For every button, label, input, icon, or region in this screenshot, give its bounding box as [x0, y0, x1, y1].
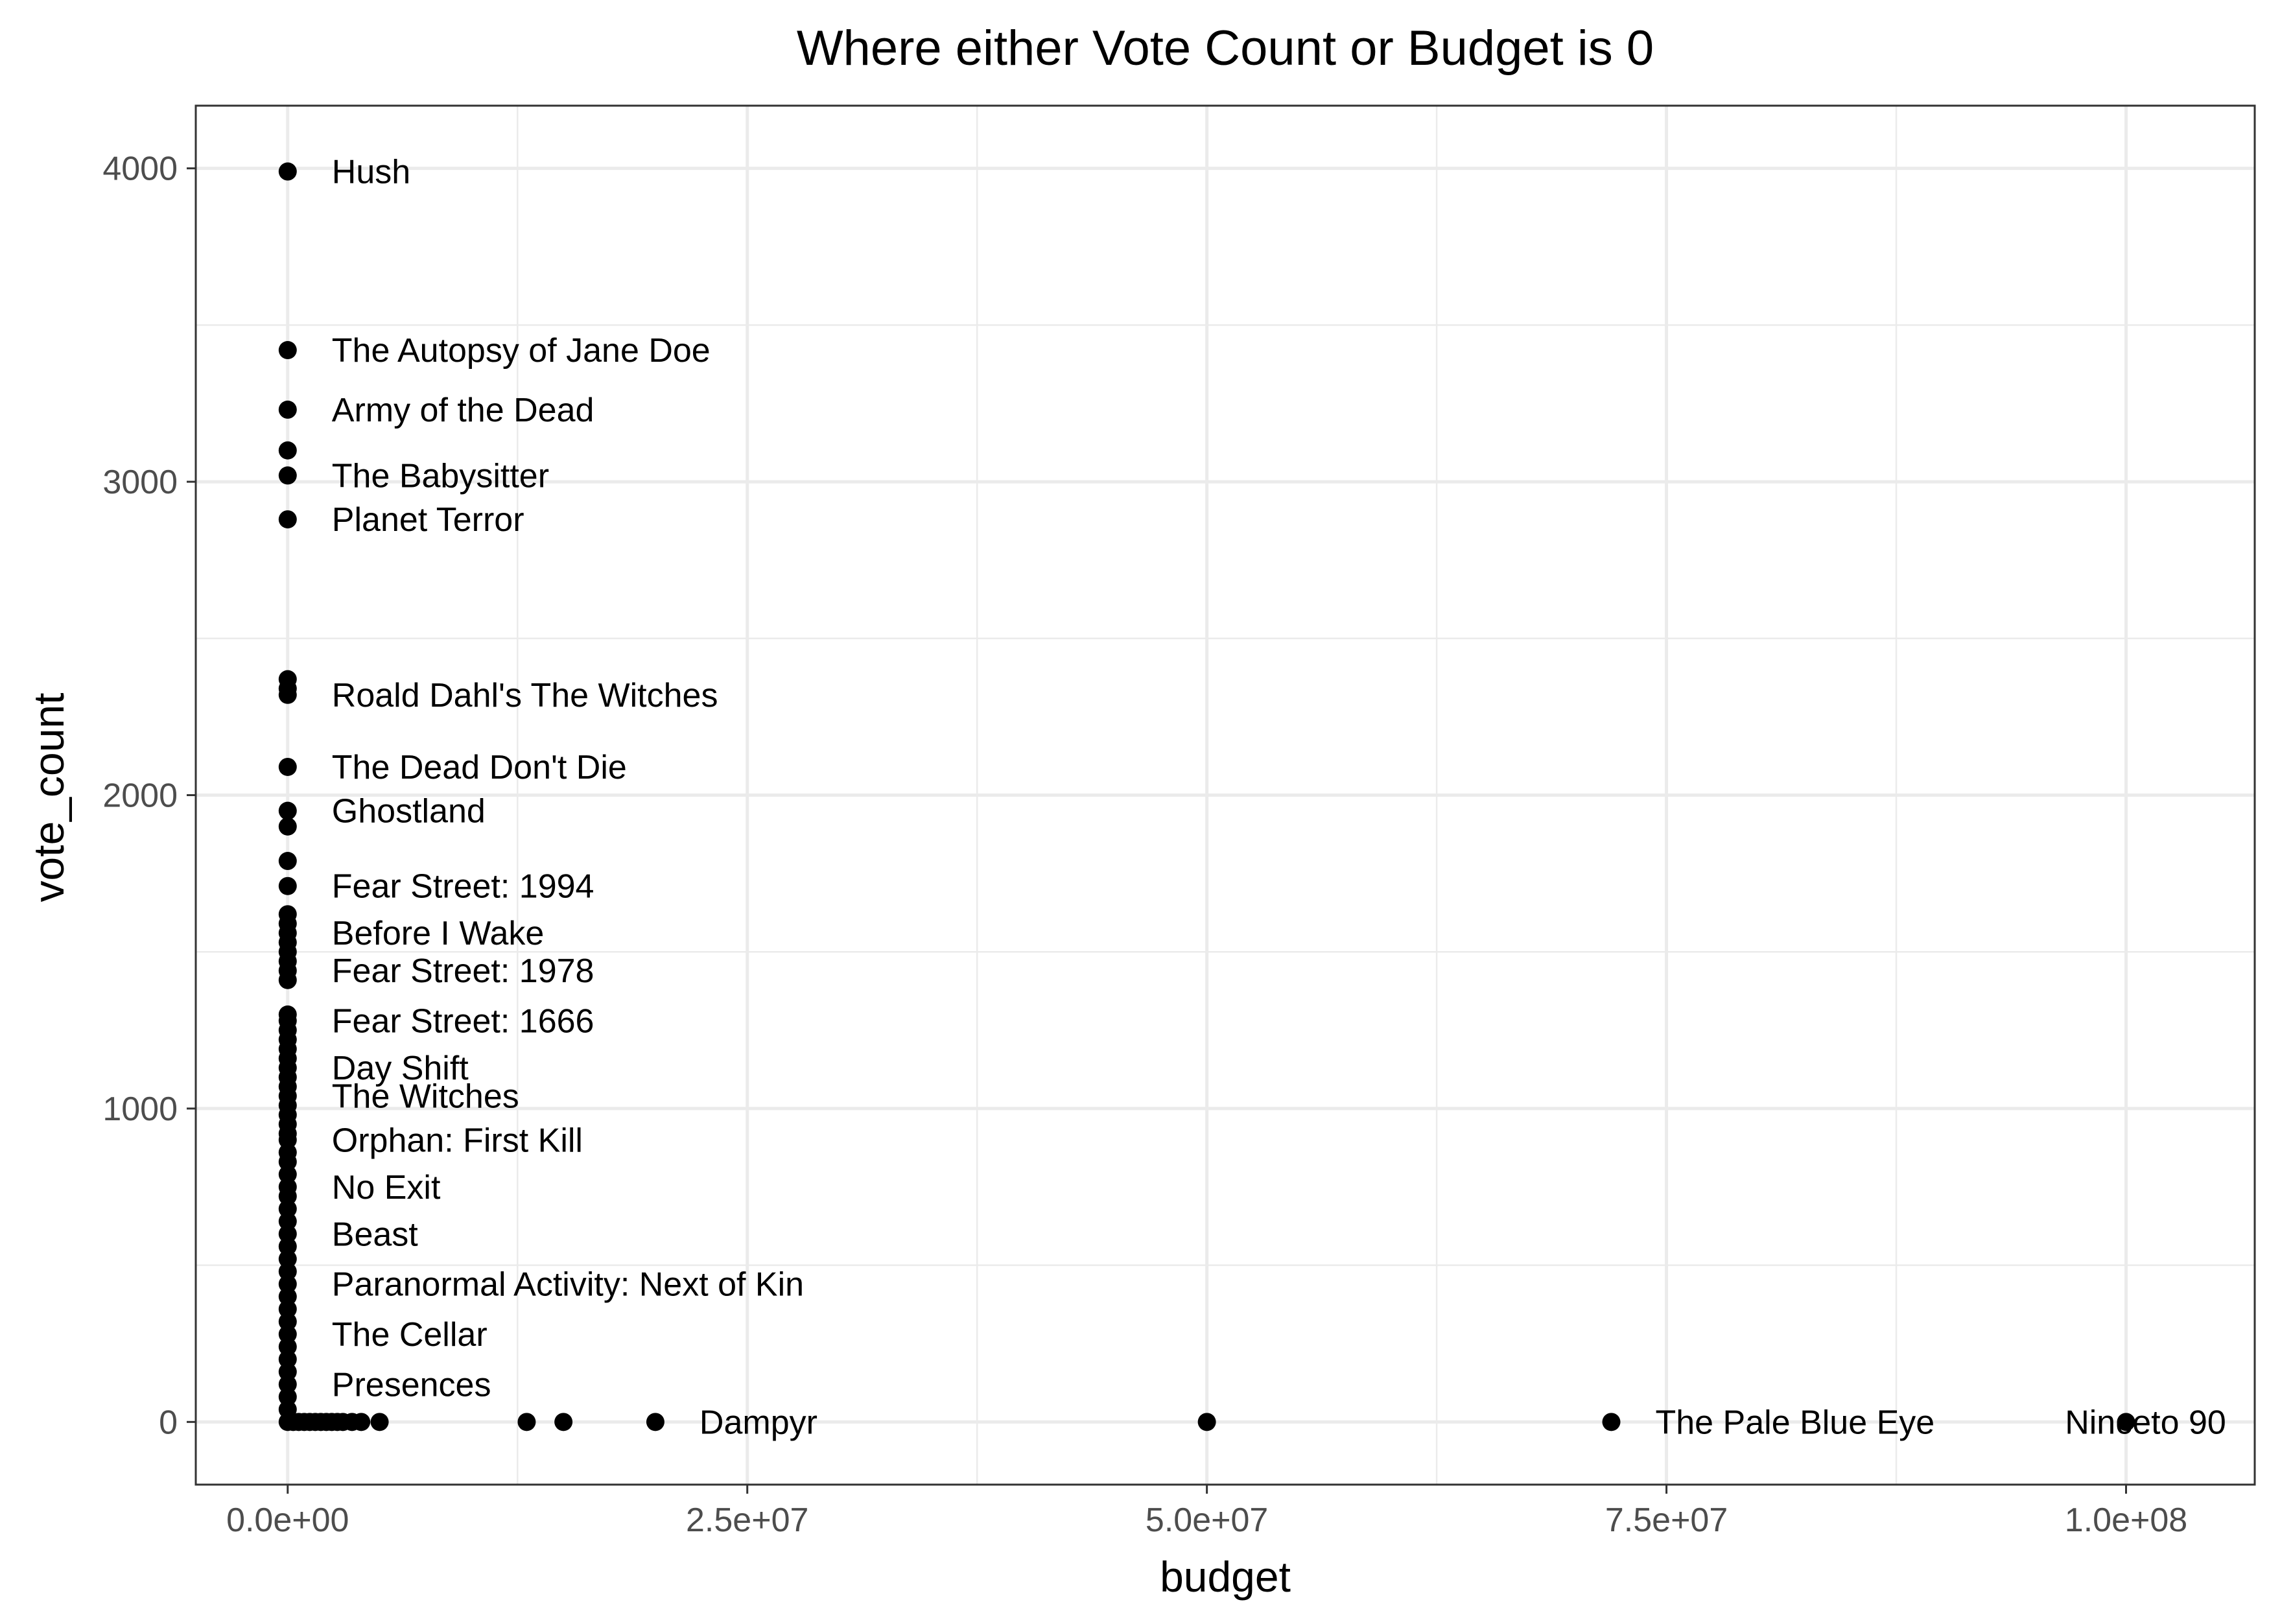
- y-tick-label: 3000: [102, 464, 178, 501]
- data-point: [352, 1413, 371, 1431]
- data-point: [2117, 1413, 2135, 1431]
- data-point: [278, 877, 297, 895]
- point-label: The Pale Blue Eye: [1656, 1404, 1935, 1441]
- point-label: Orphan: First Kill: [332, 1122, 583, 1159]
- data-point: [278, 441, 297, 460]
- data-point: [278, 971, 297, 989]
- point-label: Fear Street: 1978: [332, 952, 594, 990]
- data-point: [278, 1187, 297, 1206]
- data-point: [278, 466, 297, 485]
- data-point: [278, 1300, 297, 1319]
- data-point: [278, 1287, 297, 1306]
- data-point: [646, 1413, 664, 1431]
- point-label: The Babysitter: [332, 457, 549, 495]
- data-point: [278, 1387, 297, 1406]
- data-points: [278, 162, 2135, 1431]
- point-label: Before I Wake: [332, 915, 545, 952]
- data-point: [278, 801, 297, 820]
- x-tick-label: 7.5e+07: [1605, 1501, 1728, 1539]
- data-point: [278, 510, 297, 529]
- data-point: [370, 1413, 389, 1431]
- point-label: No Exit: [332, 1169, 441, 1206]
- y-tick-label: 2000: [102, 777, 178, 815]
- point-labels: Hush The Autopsy of Jane Doe Army of the D…: [332, 154, 2226, 1442]
- x-tick-label: 0.0e+00: [226, 1501, 349, 1539]
- y-tick-label: 0: [159, 1404, 178, 1441]
- data-point: [278, 1262, 297, 1281]
- point-label: Dampyr: [700, 1404, 817, 1441]
- x-tick-label: 1.0e+08: [2065, 1501, 2187, 1539]
- point-label: Planet Terror: [332, 501, 524, 539]
- point-label: Fear Street: 1666: [332, 1003, 594, 1041]
- data-point: [278, 1165, 297, 1184]
- data-point: [278, 1212, 297, 1230]
- chart-title: Where either Vote Count or Budget is 0: [797, 21, 1654, 76]
- point-label: Day Shift: [332, 1050, 469, 1087]
- point-label: Hush: [332, 154, 410, 191]
- data-point: [278, 817, 297, 836]
- data-point: [278, 1324, 297, 1343]
- data-point: [278, 685, 297, 704]
- point-label: Ninceto 90: [2065, 1404, 2226, 1441]
- point-label: Fear Street: 1994: [332, 868, 594, 906]
- x-axis-title: budget: [1160, 1553, 1291, 1601]
- y-axis: 0 1000 2000 3000 4000: [102, 150, 196, 1441]
- data-point: [554, 1413, 573, 1431]
- point-label: Beast: [332, 1216, 419, 1253]
- point-label: Presences: [332, 1366, 491, 1404]
- data-point: [517, 1413, 536, 1431]
- data-point: [278, 341, 297, 360]
- y-tick-label: 1000: [102, 1090, 178, 1128]
- point-label: The Witches: [332, 1078, 519, 1116]
- data-point: [278, 1375, 297, 1394]
- data-point: [278, 852, 297, 871]
- data-point: [278, 1199, 297, 1218]
- gridlines: [196, 106, 2255, 1485]
- point-label: The Cellar: [332, 1316, 488, 1354]
- point-label: The Dead Don't Die: [332, 749, 627, 786]
- x-tick-label: 2.5e+07: [686, 1501, 808, 1539]
- data-point: [278, 1153, 297, 1171]
- data-point: [278, 1350, 297, 1369]
- point-label: Ghostland: [332, 793, 486, 830]
- x-axis: 0.0e+00 2.5e+07 5.0e+07 7.5e+07 1.0e+08: [226, 1485, 2187, 1539]
- point-label: Paranormal Activity: Next of Kin: [332, 1266, 804, 1304]
- data-point: [278, 1337, 297, 1356]
- y-tick-label: 4000: [102, 150, 178, 188]
- data-point: [278, 1225, 297, 1243]
- point-label: The Autopsy of Jane Doe: [332, 332, 711, 370]
- data-point: [278, 1237, 297, 1256]
- data-point: [278, 1131, 297, 1149]
- data-point: [278, 1249, 297, 1268]
- y-axis-title: vote_count: [25, 693, 73, 902]
- data-point: [278, 400, 297, 419]
- x-tick-label: 5.0e+07: [1146, 1501, 1268, 1539]
- data-point: [278, 1362, 297, 1381]
- point-label: Army of the Dead: [332, 392, 594, 429]
- point-label: Roald Dahl's The Witches: [332, 677, 718, 714]
- data-point: [1197, 1413, 1216, 1431]
- data-point: [278, 1275, 297, 1293]
- data-point: [278, 1312, 297, 1331]
- data-point: [278, 757, 297, 776]
- data-point: [278, 162, 297, 181]
- data-point: [1602, 1413, 1621, 1431]
